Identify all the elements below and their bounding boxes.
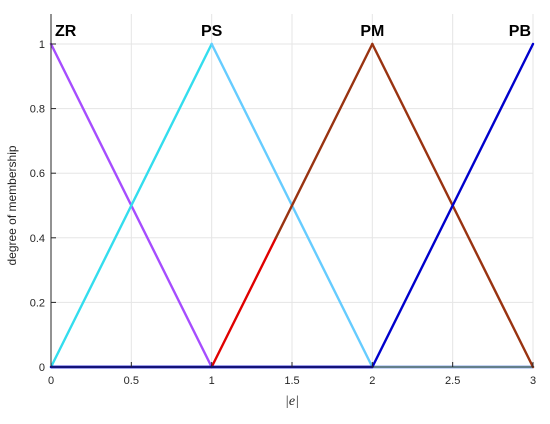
y-axis-label: degree of membership [5, 145, 19, 265]
series-segment [49, 42, 213, 369]
set-label-zr: ZR [55, 23, 77, 40]
y-tick-label: 0 [39, 362, 45, 374]
y-tick-label: 0.2 [30, 297, 45, 309]
series-segment [210, 236, 278, 369]
set-label-ps: PS [201, 23, 223, 40]
y-tick-label: 0.4 [30, 233, 45, 245]
x-tick-label: 3 [530, 375, 536, 387]
set-labels: ZR PS PM PB [55, 23, 531, 40]
x-axis-label: |e| [285, 394, 299, 409]
x-tick-label: 1.5 [284, 375, 299, 387]
series-segment [371, 42, 535, 369]
grid [50, 14, 534, 368]
x-tick-label: 0 [48, 375, 54, 387]
series-segment [274, 42, 374, 240]
x-tick-label: 2 [369, 375, 375, 387]
set-label-pb: PB [509, 23, 531, 40]
y-tick-label: 0.6 [30, 168, 45, 180]
x-tick-label: 0.5 [124, 375, 139, 387]
axes [50, 14, 534, 368]
set-label-pm: PM [360, 23, 384, 40]
y-tick-label: 0.8 [30, 104, 45, 116]
tick-labels: 0 0.5 1 1.5 2 2.5 3 0 0.2 0.4 0.6 0.8 1 [30, 39, 536, 387]
y-tick-label: 1 [39, 39, 45, 51]
x-tick-label: 2.5 [445, 375, 460, 387]
x-tick-label: 1 [209, 375, 215, 387]
